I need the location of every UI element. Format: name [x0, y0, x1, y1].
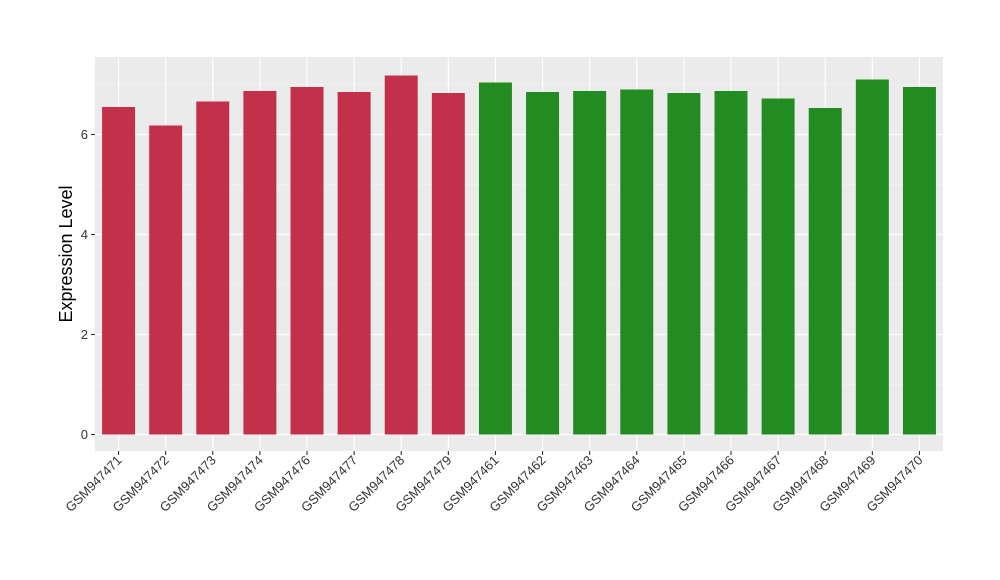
- bar-GSM947467: [761, 98, 795, 435]
- y-axis-title: Expression Level: [56, 185, 76, 322]
- y-tick-label: 6: [81, 127, 88, 142]
- y-axis: 0 2 4 6: [81, 127, 95, 442]
- bar-GSM947463: [573, 91, 607, 435]
- plot-panel: [95, 57, 943, 451]
- bar-GSM947474: [243, 91, 277, 435]
- y-tick-label: 2: [81, 327, 88, 342]
- x-axis: GSM947471GSM947472GSM947473GSM947474GSM9…: [62, 451, 926, 515]
- bar-GSM947469: [855, 79, 889, 435]
- bar-GSM947468: [808, 108, 842, 435]
- bar-GSM947472: [149, 125, 183, 435]
- bar-GSM947470: [902, 87, 936, 435]
- y-tick-label: 0: [81, 427, 88, 442]
- bar-GSM947477: [337, 92, 371, 435]
- bar-GSM947462: [526, 92, 560, 435]
- minor-gridlines: [95, 84, 943, 385]
- y-tick-label: 4: [81, 227, 88, 242]
- bar-GSM947461: [478, 82, 512, 435]
- bar-GSM947478: [384, 75, 418, 435]
- bar-GSM947471: [102, 107, 136, 435]
- bar-GSM947466: [714, 91, 748, 435]
- bars: [102, 75, 936, 435]
- bar-GSM947476: [290, 87, 324, 435]
- bar-GSM947464: [620, 89, 654, 435]
- bar-GSM947479: [431, 93, 465, 435]
- bar-GSM947465: [667, 93, 701, 435]
- bar-GSM947473: [196, 101, 230, 435]
